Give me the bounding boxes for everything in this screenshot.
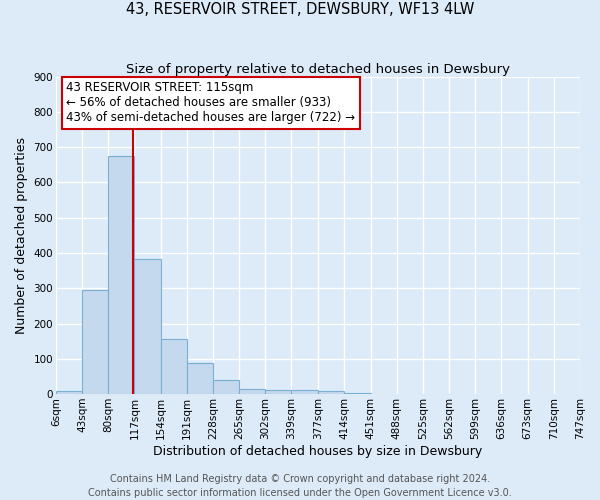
Bar [292, 390, 319, 394]
Bar [265, 390, 292, 394]
Bar [56, 391, 82, 394]
Text: 43 RESERVOIR STREET: 115sqm
← 56% of detached houses are smaller (933)
43% of se: 43 RESERVOIR STREET: 115sqm ← 56% of det… [67, 82, 356, 124]
Bar [344, 393, 371, 394]
Bar [108, 156, 134, 394]
Title: Size of property relative to detached houses in Dewsbury: Size of property relative to detached ho… [126, 62, 510, 76]
X-axis label: Distribution of detached houses by size in Dewsbury: Distribution of detached houses by size … [154, 444, 482, 458]
Bar [134, 259, 161, 394]
Bar [82, 290, 108, 394]
Bar [213, 380, 239, 394]
Bar [239, 389, 265, 394]
Bar [187, 363, 213, 394]
Bar [161, 340, 187, 394]
Bar [319, 391, 344, 394]
Text: Contains HM Land Registry data © Crown copyright and database right 2024.
Contai: Contains HM Land Registry data © Crown c… [88, 474, 512, 498]
Y-axis label: Number of detached properties: Number of detached properties [15, 137, 28, 334]
Text: 43, RESERVOIR STREET, DEWSBURY, WF13 4LW: 43, RESERVOIR STREET, DEWSBURY, WF13 4LW [126, 2, 474, 18]
